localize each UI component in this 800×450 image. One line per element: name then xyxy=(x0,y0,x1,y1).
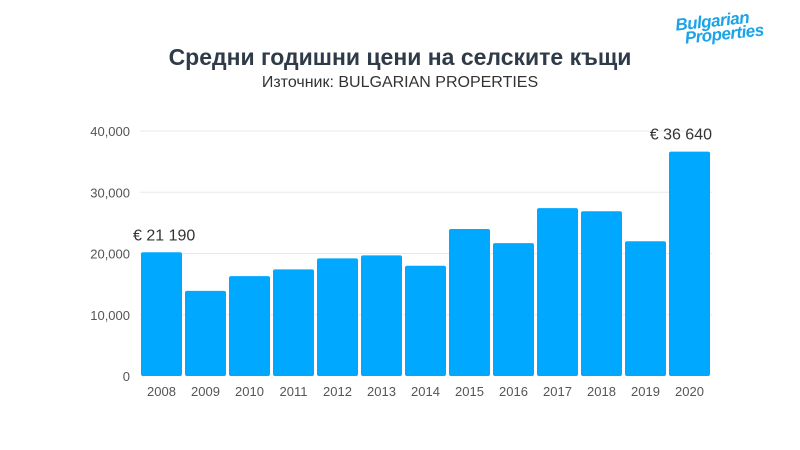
bar-2017 xyxy=(537,208,578,376)
x-tick-label: 2011 xyxy=(280,384,308,399)
bar-2014 xyxy=(405,265,446,376)
y-tick-label: 10,000 xyxy=(90,308,130,323)
bar-2015 xyxy=(449,229,490,376)
bar-2019 xyxy=(625,241,666,376)
y-tick-label: 0 xyxy=(123,369,130,384)
x-tick-label: 2010 xyxy=(235,384,264,399)
x-tick-label: 2020 xyxy=(675,384,704,399)
bar-2018 xyxy=(581,211,622,376)
x-tick-label: 2012 xyxy=(323,384,352,399)
y-tick-label: 30,000 xyxy=(90,185,130,200)
y-tick-label: 20,000 xyxy=(90,247,130,262)
bar-2010 xyxy=(229,276,270,376)
x-tick-label: 2016 xyxy=(499,384,528,399)
x-tick-label: 2018 xyxy=(587,384,616,399)
chart-title: Средни годишни цени на селските къщи xyxy=(168,44,632,70)
x-tick-label: 2015 xyxy=(455,384,484,399)
bar-2020 xyxy=(669,151,710,376)
chart-subtitle: Източник: BULGARIAN PROPERTIES xyxy=(261,74,539,91)
x-tick-label: 2013 xyxy=(367,384,396,399)
bar-2011 xyxy=(273,269,314,376)
data-label-2020: € 36 640 xyxy=(650,127,712,144)
y-tick-label: 40,000 xyxy=(90,124,130,139)
x-tick-label: 2014 xyxy=(411,384,440,399)
bar-2008 xyxy=(141,252,182,376)
x-tick-label: 2017 xyxy=(543,384,572,399)
bar-2012 xyxy=(317,258,358,376)
bar-2013 xyxy=(361,255,402,376)
bar-2016 xyxy=(493,243,534,376)
x-tick-label: 2009 xyxy=(191,384,220,399)
x-tick-label: 2019 xyxy=(631,384,660,399)
data-label-2008: € 21 190 xyxy=(133,227,195,244)
bar-2009 xyxy=(185,290,226,376)
x-tick-label: 2008 xyxy=(147,384,176,399)
